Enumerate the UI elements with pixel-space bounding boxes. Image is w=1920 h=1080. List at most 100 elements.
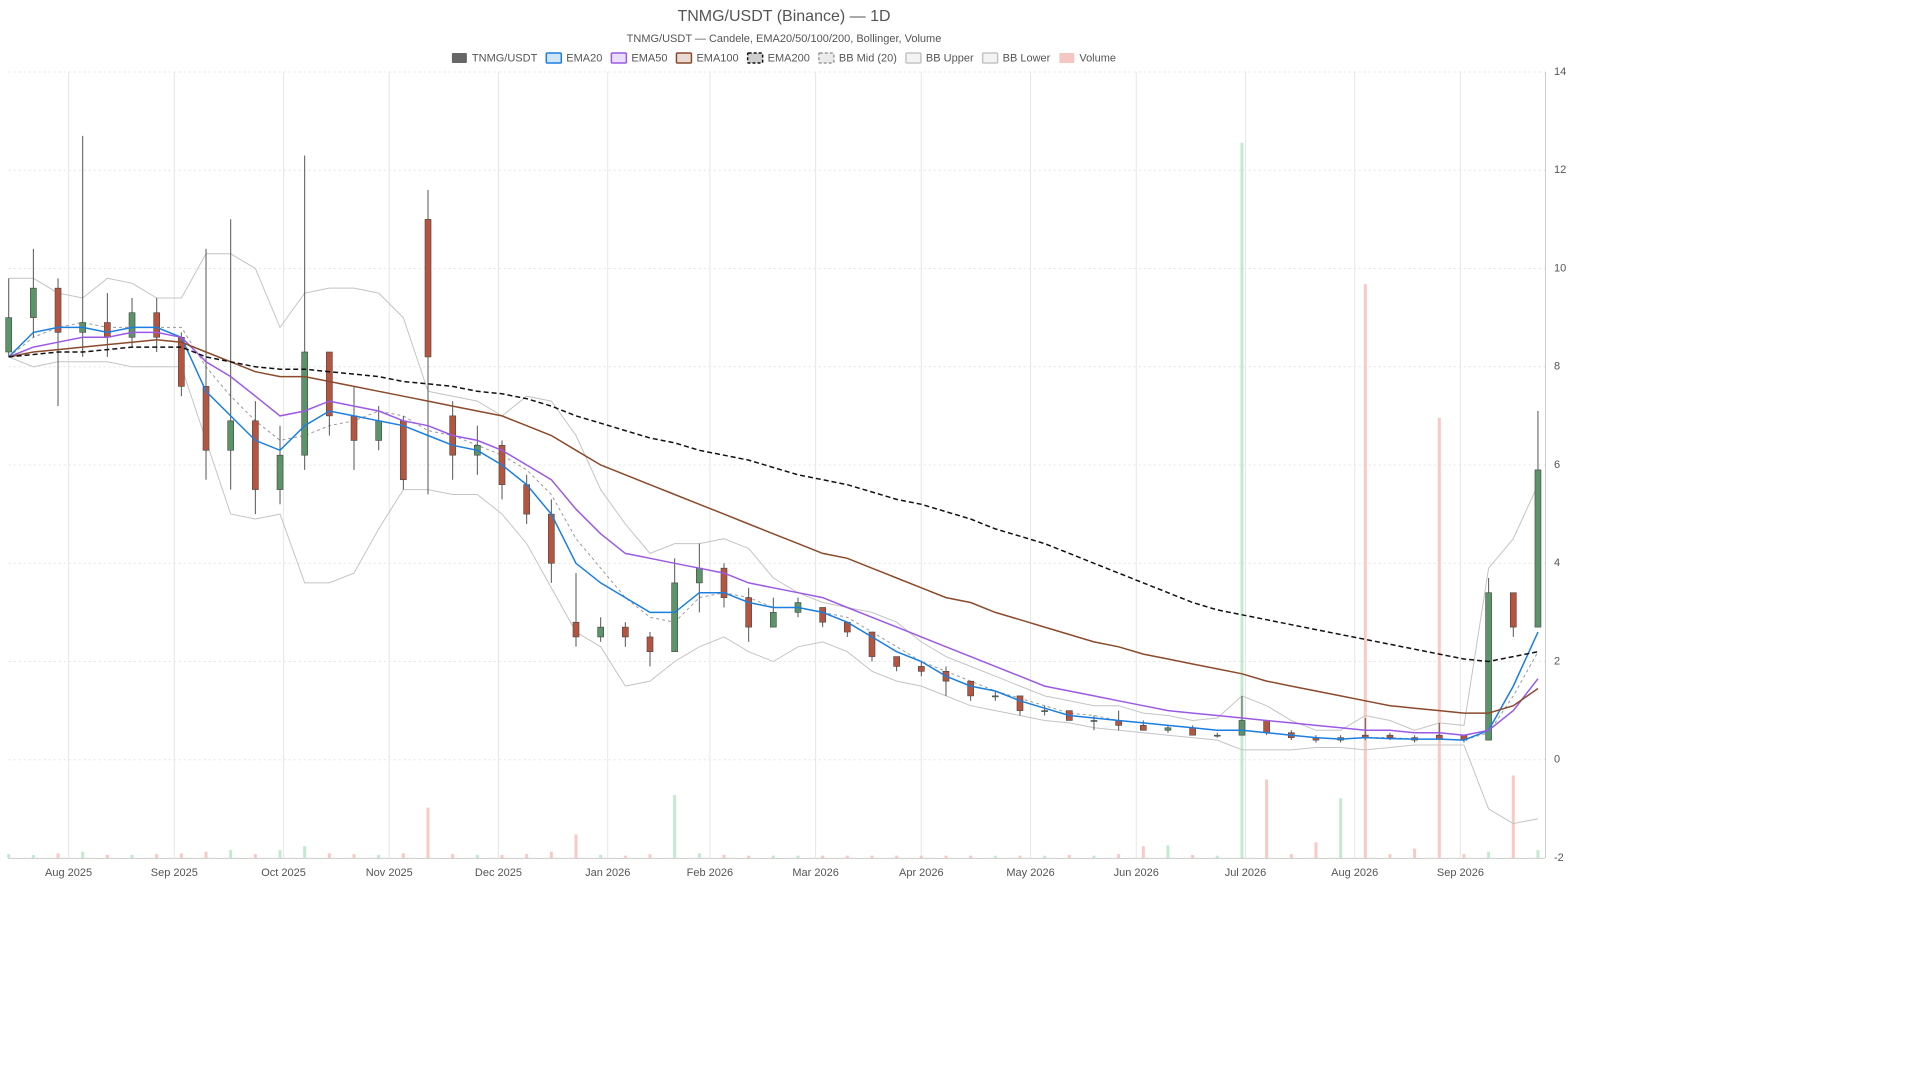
legend-label: EMA50: [631, 52, 667, 64]
legend-item: BB Lower: [981, 52, 1051, 64]
volume-bar: [1265, 779, 1269, 858]
volume-bar: [747, 855, 751, 858]
candle-body: [597, 626, 604, 638]
legend-label: BB Upper: [926, 52, 974, 64]
volume-bars: [7, 142, 1540, 859]
volume-bar: [475, 854, 479, 858]
volume-bar: [845, 855, 849, 858]
line-series: [8, 321, 1539, 741]
volume-bar: [771, 855, 775, 858]
legend-swatch: [981, 52, 999, 64]
volume-bar: [1117, 854, 1121, 858]
volume-bar: [56, 853, 60, 858]
volume-bar: [895, 855, 899, 858]
x-tick-label: Nov 2025: [366, 867, 413, 879]
y-tick-label: 14: [1554, 66, 1566, 78]
candle-body: [153, 312, 160, 338]
volume-bar: [599, 854, 603, 858]
candle-body: [1189, 727, 1196, 736]
candle-body: [276, 454, 284, 490]
volume-bar: [969, 855, 973, 858]
x-tick-label: Jan 2026: [585, 867, 630, 879]
volume-bar: [1289, 854, 1293, 858]
candle-body: [350, 415, 358, 441]
grid: [8, 71, 1545, 859]
legend-item: Volume: [1059, 52, 1116, 64]
legend: TNMG/USDT EMA20 EMA50 EMA100 EMA200 BB Mid (2…: [451, 52, 1116, 64]
candle-body: [646, 636, 654, 652]
volume-bar: [1511, 775, 1515, 858]
candle-body: [5, 317, 12, 353]
legend-label: EMA20: [566, 52, 602, 64]
x-tick-label: Sep 2026: [1437, 867, 1484, 879]
volume-bar: [179, 853, 183, 858]
legend-swatch: [905, 52, 922, 64]
candle-body: [893, 656, 900, 667]
candle-body: [128, 312, 136, 338]
candle-body: [301, 351, 308, 456]
volume-bar: [821, 855, 825, 858]
candle-body: [326, 351, 333, 417]
candle-body: [622, 626, 629, 638]
volume-bar: [1314, 842, 1318, 858]
volume-bar: [327, 853, 331, 858]
volume-bar: [1437, 417, 1441, 858]
volume-bar: [1043, 855, 1047, 858]
candle-body: [227, 420, 234, 451]
volume-bar: [451, 854, 455, 858]
y-tick-label: 12: [1554, 164, 1566, 176]
candle-body: [548, 513, 555, 564]
y-tick-label: 4: [1554, 557, 1560, 569]
legend-label: BB Mid (20): [839, 52, 897, 64]
candle-body: [400, 420, 407, 481]
legend-item: BB Upper: [905, 52, 974, 64]
volume-bar: [31, 854, 35, 858]
candle-body: [1214, 734, 1221, 737]
volume-bar: [944, 855, 948, 858]
x-tick-label: Sep 2025: [151, 867, 198, 879]
candle-body: [918, 666, 925, 672]
candle-body: [375, 420, 382, 441]
volume-bar: [673, 795, 677, 858]
volume-bar: [426, 807, 430, 858]
x-tick-label: Oct 2025: [261, 867, 306, 879]
legend-item: EMA20: [545, 52, 602, 64]
volume-bar: [1018, 855, 1022, 858]
line-series: [8, 356, 1539, 825]
legend-swatch: [675, 52, 693, 64]
volume-bar: [1191, 854, 1195, 858]
legend-swatch: [746, 52, 764, 64]
volume-bar: [1536, 850, 1540, 858]
line-series: [8, 253, 1539, 731]
volume-bar: [1240, 142, 1244, 859]
candle-body: [992, 695, 999, 698]
candle-body: [252, 420, 259, 490]
legend-swatch: [545, 52, 563, 64]
y-tick-label: 8: [1554, 361, 1560, 373]
legend-item: EMA100: [675, 52, 739, 64]
legend-label: Volume: [1079, 52, 1116, 64]
volume-bar: [870, 855, 874, 858]
candle-body: [696, 567, 703, 584]
candle-body: [523, 484, 530, 515]
candle-body: [967, 680, 974, 697]
x-tick-label: Jun 2026: [1114, 867, 1159, 879]
volume-bar: [155, 854, 159, 858]
volume-bar: [500, 854, 504, 858]
volume-bar: [722, 854, 726, 858]
candle-body: [1386, 734, 1394, 738]
candle-body: [1485, 592, 1492, 741]
y-tick-label: 6: [1554, 459, 1560, 471]
legend-label: TNMG/USDT: [472, 52, 538, 64]
candle-body: [671, 582, 678, 652]
volume-bar: [7, 854, 11, 858]
x-tick-label: Aug 2025: [45, 867, 92, 879]
candle-body: [1534, 469, 1542, 628]
line-series: [8, 338, 1539, 714]
legend-swatch: [610, 52, 628, 64]
candle-body: [54, 287, 62, 333]
legend-item: EMA50: [610, 52, 667, 64]
